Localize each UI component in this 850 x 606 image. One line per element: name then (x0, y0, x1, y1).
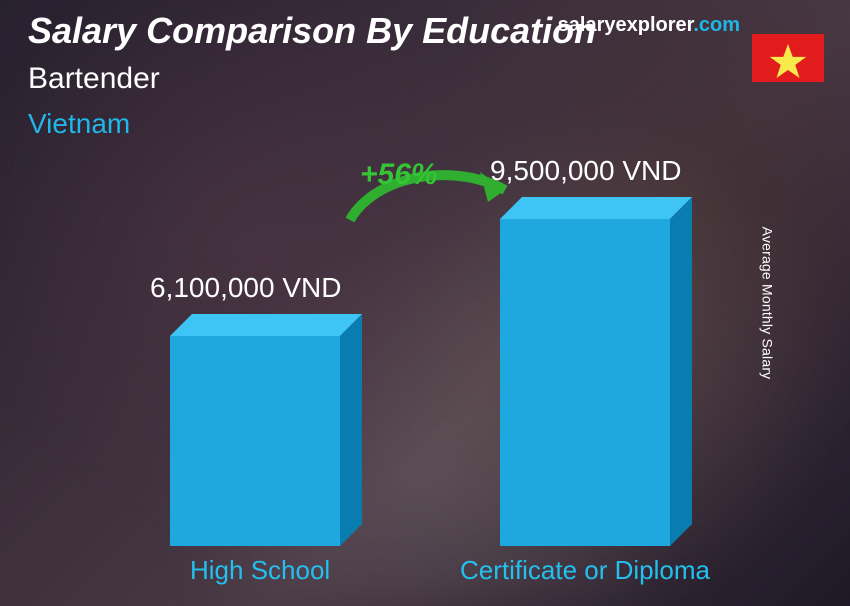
bar-value: 9,500,000 VND (490, 155, 681, 187)
content-layer: Salary Comparison By Education Bartender… (0, 0, 850, 606)
brand-label: salaryexplorer.com (558, 14, 740, 37)
bar-value: 6,100,000 VND (150, 272, 341, 304)
bar-3d (500, 219, 692, 546)
page-title: Salary Comparison By Education (28, 10, 596, 52)
bar-label: High School (190, 555, 330, 586)
bar-certificate: 9,500,000 VND (500, 219, 692, 546)
page-subtitle: Bartender (28, 62, 160, 96)
increase-badge: +56% (360, 158, 438, 192)
bar-label: Certificate or Diploma (460, 555, 710, 586)
bar-3d (170, 336, 362, 546)
bar-front (500, 219, 670, 546)
bar-high-school: 6,100,000 VND (170, 336, 362, 546)
country-label: Vietnam (28, 108, 130, 140)
chart-area: +56% 6,100,000 VND 9,500,000 VND (60, 160, 780, 586)
country-flag-icon (752, 34, 824, 82)
bar-front (170, 336, 340, 546)
brand-part1: salaryexplorer (558, 14, 694, 36)
increase-text: +56% (360, 158, 438, 192)
brand-part2: .com (693, 14, 740, 36)
